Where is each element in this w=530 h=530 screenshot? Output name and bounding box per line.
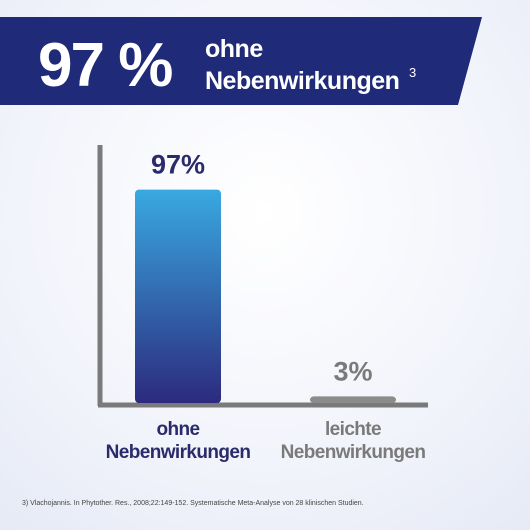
bar bbox=[310, 396, 396, 403]
header-banner bbox=[0, 17, 482, 105]
footnote: 3) Vlachojannis. In Phytother. Res., 200… bbox=[22, 500, 364, 507]
value-label: 3% bbox=[333, 356, 372, 386]
x-tick-label: leichte Nebenwirkungen bbox=[280, 419, 426, 463]
footnote-ref: 3 bbox=[409, 65, 417, 80]
chart-title: 97 % bbox=[38, 31, 172, 100]
value-label: 97% bbox=[151, 150, 205, 180]
bar bbox=[135, 189, 221, 403]
x-tick-label: ohne Nebenwirkungen bbox=[105, 419, 251, 463]
subtitle: ohne Nebenwirkungen bbox=[205, 35, 400, 95]
